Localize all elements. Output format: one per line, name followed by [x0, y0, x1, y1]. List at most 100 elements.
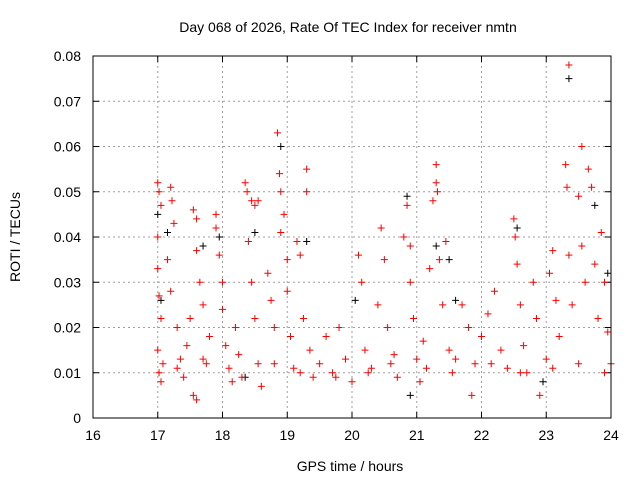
data-point [565, 251, 573, 259]
data-point [552, 296, 560, 304]
data-point [277, 188, 285, 196]
data-point [484, 310, 492, 318]
data-point [243, 188, 251, 196]
data-point [167, 287, 175, 295]
data-point [275, 170, 283, 178]
data-point [306, 346, 314, 354]
data-point [199, 242, 207, 250]
data-point [241, 179, 249, 187]
data-point [348, 378, 356, 386]
plot-frame [92, 55, 612, 419]
data-point [193, 396, 201, 404]
data-point [248, 278, 256, 286]
data-point [159, 360, 167, 368]
data-point [400, 233, 408, 241]
data-point [170, 219, 178, 227]
data-point [429, 197, 437, 205]
data-point [231, 324, 239, 331]
data-point [403, 192, 411, 200]
data-point [445, 256, 453, 264]
data-point [432, 161, 440, 169]
data-point [257, 382, 265, 390]
data-point [155, 369, 163, 377]
data-point [163, 228, 171, 236]
data-point [303, 238, 311, 246]
data-point [154, 265, 162, 273]
data-point [520, 342, 528, 350]
data-point [173, 324, 181, 331]
data-point [568, 301, 576, 309]
data-point [406, 278, 414, 286]
y-tick-label: 0.05 [54, 184, 81, 200]
data-point [563, 183, 571, 191]
data-point [432, 242, 440, 250]
data-point [277, 228, 285, 236]
data-point [377, 224, 385, 232]
data-point [413, 355, 421, 363]
y-tick-label: 0.01 [54, 365, 81, 381]
data-point [594, 314, 602, 322]
data-point [555, 333, 563, 341]
data-point [403, 201, 411, 209]
data-point [578, 143, 586, 150]
data-point [601, 278, 609, 286]
data-point [361, 346, 369, 354]
data-point [351, 296, 359, 304]
data-point [309, 373, 317, 381]
data-point [154, 179, 162, 187]
data-point [380, 256, 388, 264]
grid [93, 56, 611, 418]
data-point [286, 333, 294, 341]
data-point [228, 378, 236, 386]
data-point [358, 278, 366, 286]
y-tick-label: 0.06 [54, 139, 81, 155]
data-point [374, 301, 382, 309]
data-point [513, 224, 521, 232]
data-point [542, 355, 550, 363]
data-point [516, 301, 524, 309]
data-point [468, 391, 476, 399]
data-point [173, 364, 181, 372]
x-tick-label: 24 [603, 427, 619, 443]
y-tick-label: 0.07 [54, 93, 81, 109]
data-point [186, 314, 194, 322]
data-point [212, 224, 220, 232]
data-point [322, 333, 330, 341]
data-point [545, 269, 553, 277]
data-point [293, 238, 301, 246]
data-points [154, 61, 615, 404]
data-point [442, 238, 450, 246]
data-point [157, 296, 165, 304]
y-axis-label: ROTI / TECUs [7, 192, 23, 282]
x-tick-label: 18 [215, 427, 231, 443]
data-point [578, 242, 586, 250]
data-point [303, 188, 311, 196]
data-point [490, 287, 498, 295]
x-tick-label: 20 [344, 427, 360, 443]
data-point [189, 206, 197, 214]
data-point [212, 210, 220, 218]
data-point [465, 324, 473, 331]
data-point [458, 301, 466, 309]
data-point [277, 143, 285, 150]
data-point [529, 278, 537, 286]
data-point [168, 197, 176, 205]
data-point [183, 342, 191, 350]
data-point [225, 364, 233, 372]
data-point [199, 301, 207, 309]
data-point [549, 364, 557, 372]
x-tick-label: 21 [409, 427, 425, 443]
data-point [565, 75, 573, 83]
data-point [422, 364, 430, 372]
data-point [471, 360, 479, 368]
y-tick-label: 0.02 [54, 320, 81, 336]
data-point [196, 278, 204, 286]
data-point [155, 292, 163, 300]
axis-ticks: 16 17 18 19 20 21 22 23 24 0 0.01 0.02 0.03 0.04 0.05 0… [54, 48, 619, 443]
data-point [387, 360, 395, 368]
data-point [584, 165, 592, 173]
data-point [511, 233, 519, 241]
data-point [283, 287, 291, 295]
